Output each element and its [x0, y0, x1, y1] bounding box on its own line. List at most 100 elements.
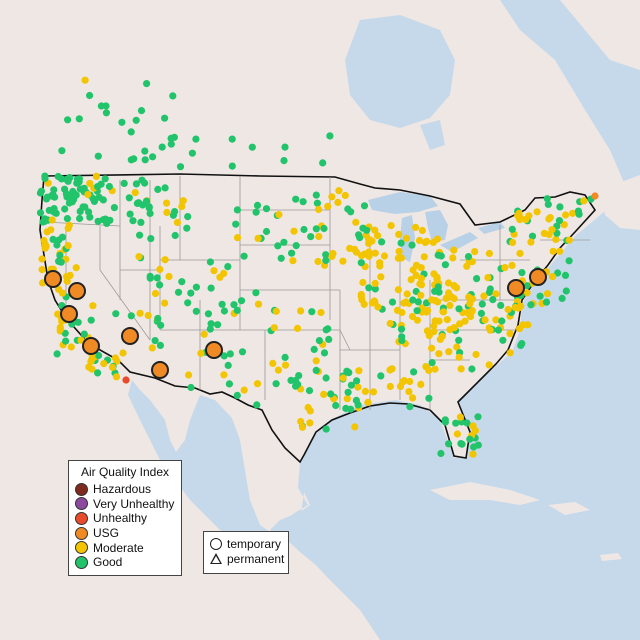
- monitor-marker[interactable]: [441, 418, 449, 426]
- monitor-marker[interactable]: [65, 221, 73, 229]
- monitor-marker[interactable]: [167, 140, 175, 148]
- monitor-marker[interactable]: [403, 290, 411, 298]
- monitor-marker[interactable]: [555, 217, 564, 225]
- monitor-marker[interactable]: [102, 109, 110, 117]
- monitor-marker[interactable]: [328, 193, 336, 201]
- monitor-marker[interactable]: [410, 368, 418, 376]
- monitor-marker[interactable]: [254, 300, 263, 308]
- monitor-marker[interactable]: [320, 349, 329, 357]
- monitor-marker[interactable]: [153, 274, 161, 282]
- monitor-marker[interactable]: [84, 190, 92, 199]
- monitor-marker[interactable]: [233, 391, 241, 399]
- monitor-marker[interactable]: [442, 294, 450, 302]
- monitor-marker[interactable]: [360, 202, 369, 210]
- monitor-marker[interactable]: [63, 215, 71, 223]
- monitor-marker[interactable]: [508, 225, 516, 233]
- monitor-marker[interactable]: [225, 380, 233, 388]
- monitor-marker[interactable]: [449, 254, 457, 262]
- monitor-marker[interactable]: [277, 254, 285, 262]
- monitor-marker[interactable]: [543, 195, 551, 203]
- monitor-marker[interactable]: [494, 326, 502, 334]
- monitor-marker[interactable]: [556, 203, 564, 211]
- monitor-marker[interactable]: [322, 251, 330, 259]
- monitor-marker[interactable]: [163, 208, 171, 216]
- monitor-marker[interactable]: [207, 284, 215, 292]
- monitor-marker[interactable]: [457, 365, 465, 373]
- monitor-marker[interactable]: [327, 390, 335, 398]
- monitor-marker[interactable]: [461, 317, 469, 325]
- monitor-marker[interactable]: [523, 282, 531, 290]
- monitor-marker[interactable]: [344, 388, 352, 396]
- monitor-marker[interactable]: [371, 285, 379, 293]
- monitor-marker[interactable]: [275, 211, 283, 219]
- monitor-marker[interactable]: [434, 283, 442, 291]
- monitor-marker[interactable]: [95, 351, 103, 360]
- monitor-marker[interactable]: [430, 328, 438, 336]
- monitor-marker[interactable]: [171, 208, 179, 216]
- monitor-marker[interactable]: [154, 185, 162, 193]
- monitor-marker[interactable]: [111, 354, 119, 362]
- monitor-marker[interactable]: [119, 349, 127, 357]
- monitor-marker[interactable]: [220, 307, 228, 315]
- monitor-marker[interactable]: [224, 361, 232, 369]
- monitor-marker[interactable]: [486, 326, 494, 334]
- monitor-marker[interactable]: [315, 232, 323, 241]
- monitor-marker[interactable]: [224, 263, 232, 271]
- monitor-marker[interactable]: [437, 252, 445, 260]
- monitor-marker[interactable]: [108, 363, 117, 371]
- monitor-marker[interactable]: [546, 214, 554, 222]
- monitor-marker[interactable]: [122, 376, 130, 384]
- monitor-marker[interactable]: [292, 382, 300, 390]
- monitor-marker[interactable]: [347, 405, 355, 413]
- monitor-marker[interactable]: [332, 401, 340, 410]
- monitor-marker[interactable]: [455, 353, 463, 361]
- monitor-marker[interactable]: [220, 371, 228, 379]
- monitor-marker[interactable]: [90, 197, 98, 205]
- monitor-marker[interactable]: [135, 253, 143, 261]
- monitor-marker[interactable]: [544, 200, 552, 208]
- monitor-marker[interactable]: [359, 278, 367, 287]
- monitor-marker[interactable]: [334, 198, 342, 206]
- monitor-marker[interactable]: [325, 335, 333, 343]
- monitor-marker[interactable]: [357, 259, 365, 267]
- monitor-marker[interactable]: [397, 254, 405, 262]
- monitor-marker[interactable]: [450, 282, 458, 290]
- monitor-marker[interactable]: [200, 330, 208, 338]
- monitor-marker[interactable]: [471, 427, 479, 435]
- monitor-marker[interactable]: [184, 299, 192, 307]
- monitor-marker[interactable]: [548, 226, 556, 234]
- monitor-marker[interactable]: [315, 205, 323, 213]
- monitor-marker[interactable]: [55, 236, 63, 244]
- monitor-marker[interactable]: [292, 242, 300, 250]
- monitor-marker[interactable]: [465, 293, 473, 301]
- monitor-marker[interactable]: [187, 289, 195, 297]
- monitor-marker[interactable]: [179, 197, 187, 205]
- monitor-marker[interactable]: [395, 247, 403, 255]
- monitor-marker[interactable]: [81, 76, 89, 84]
- monitor-marker[interactable]: [425, 366, 433, 374]
- monitor-marker[interactable]: [134, 199, 143, 207]
- monitor-marker[interactable]: [518, 340, 526, 348]
- monitor-marker[interactable]: [237, 297, 246, 305]
- monitor-marker[interactable]: [214, 321, 222, 329]
- monitor-marker[interactable]: [149, 153, 157, 161]
- monitor-marker[interactable]: [298, 423, 307, 431]
- monitor-marker[interactable]: [562, 287, 570, 295]
- monitor-marker[interactable]: [145, 204, 153, 212]
- monitor-marker[interactable]: [478, 300, 486, 308]
- monitor-marker[interactable]: [528, 232, 537, 240]
- monitor-marker[interactable]: [75, 115, 83, 123]
- monitor-marker[interactable]: [253, 380, 262, 388]
- monitor-marker[interactable]: [314, 257, 322, 266]
- monitor-marker[interactable]: [499, 336, 507, 344]
- monitor-marker[interactable]: [53, 350, 61, 358]
- monitor-marker[interactable]: [517, 302, 525, 310]
- monitor-marker[interactable]: [435, 350, 443, 358]
- monitor-marker[interactable]: [65, 174, 73, 182]
- monitor-marker[interactable]: [136, 309, 144, 317]
- monitor-marker[interactable]: [552, 235, 560, 243]
- monitor-marker[interactable]: [346, 244, 354, 252]
- monitor-marker[interactable]: [463, 262, 471, 270]
- monitor-marker[interactable]: [345, 369, 353, 377]
- monitor-marker[interactable]: [99, 196, 107, 204]
